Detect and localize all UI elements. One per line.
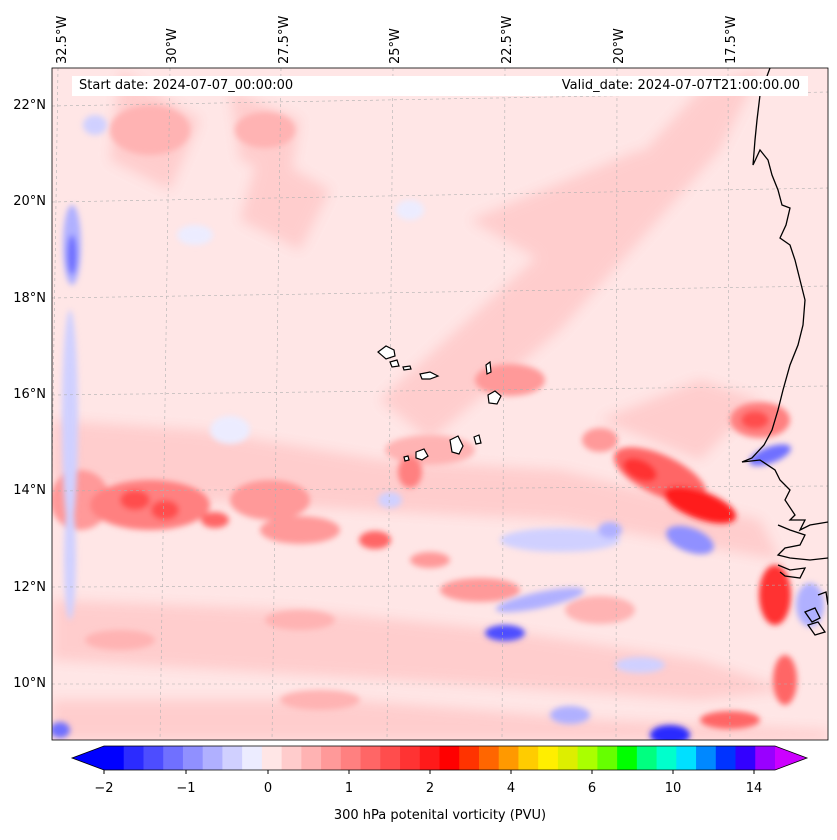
colorbar-tick-label: 14 <box>745 781 763 796</box>
valid-date-label: Valid_date: 2024-07-07T21:00:00.00 <box>561 78 800 93</box>
lon-label-25w: 25°W <box>388 28 403 64</box>
colorbar <box>70 745 809 774</box>
colorbar-swatch <box>577 746 598 770</box>
start-date-label: Start date: 2024-07-07_00:00:00 <box>79 78 294 93</box>
colorbar-swatch <box>755 746 776 770</box>
coastline <box>741 68 828 636</box>
colorbar-swatch <box>104 746 125 770</box>
lat-label-12n: 12°N <box>13 580 46 595</box>
colorbar-swatch <box>163 746 184 770</box>
colorbar-swatch <box>321 746 342 770</box>
colorbar-swatch <box>715 746 737 770</box>
colorbar-swatch <box>439 746 460 770</box>
colorbar-swatch <box>261 746 283 770</box>
colorbar-swatch <box>222 746 243 770</box>
colorbar-extend-high <box>775 746 807 770</box>
colorbar-swatch <box>242 746 263 770</box>
lon-label-30w: 30°W <box>165 28 180 64</box>
colorbar-swatch <box>557 746 579 770</box>
colorbar-tick-label: 10 <box>664 781 682 796</box>
colorbar-tick-label: 4 <box>506 781 516 796</box>
colorbar-swatch <box>696 746 717 770</box>
colorbar-swatch <box>518 746 539 770</box>
colorbar-tick-label: 2 <box>425 781 435 796</box>
colorbar-swatch <box>202 746 223 770</box>
colorbar-swatch <box>123 746 144 770</box>
colorbar-extend-low <box>72 746 104 770</box>
lat-label-14n: 14°N <box>13 483 46 498</box>
colorbar-tick-label: 6 <box>587 781 597 796</box>
colorbar-swatch <box>538 746 559 770</box>
colorbar-tick-label: 1 <box>344 781 354 796</box>
colorbar-swatch <box>182 746 204 770</box>
colorbar-label: 300 hPa potenital vorticity (PVU) <box>333 808 547 823</box>
lon-label-20w: 20°W <box>612 28 627 64</box>
colorbar-swatch <box>498 746 519 770</box>
lon-label-22-5w: 22.5°W <box>500 15 515 64</box>
lon-label-27-5w: 27.5°W <box>277 15 292 64</box>
colorbar-swatch <box>419 746 440 770</box>
lat-label-18n: 18°N <box>13 291 46 306</box>
cabo-verde-islands <box>377 345 502 462</box>
colorbar-swatch <box>478 746 500 770</box>
lat-label-22n: 22°N <box>13 98 46 113</box>
colorbar-swatch <box>340 746 362 770</box>
colorbar-swatch <box>380 746 401 770</box>
lat-label-20n: 20°N <box>13 194 46 209</box>
colorbar-swatch <box>459 746 480 770</box>
colorbar-swatch <box>676 746 697 770</box>
colorbar-swatch <box>281 746 302 770</box>
lat-label-10n: 10°N <box>13 676 46 691</box>
colorbar-tick-label: −1 <box>176 781 196 796</box>
lat-label-16n: 16°N <box>13 387 46 402</box>
info-box <box>72 76 808 96</box>
colorbar-swatch <box>617 746 638 770</box>
colorbar-swatch <box>636 746 658 770</box>
colorbar-swatch <box>735 746 756 770</box>
map-frame <box>51 67 829 741</box>
colorbar-swatch <box>656 746 677 770</box>
colorbar-swatch <box>597 746 618 770</box>
colorbar-tick-label: −2 <box>94 781 114 796</box>
pv-field <box>52 68 828 740</box>
lon-label-32-5w: 32.5°W <box>55 15 70 64</box>
colorbar-swatch <box>143 746 164 770</box>
colorbar-swatch <box>360 746 381 770</box>
graticule <box>52 68 828 740</box>
colorbar-tick-label: 0 <box>263 781 273 796</box>
lon-label-17-5w: 17.5°W <box>724 15 739 64</box>
colorbar-swatch <box>400 746 421 770</box>
colorbar-swatch <box>301 746 322 770</box>
